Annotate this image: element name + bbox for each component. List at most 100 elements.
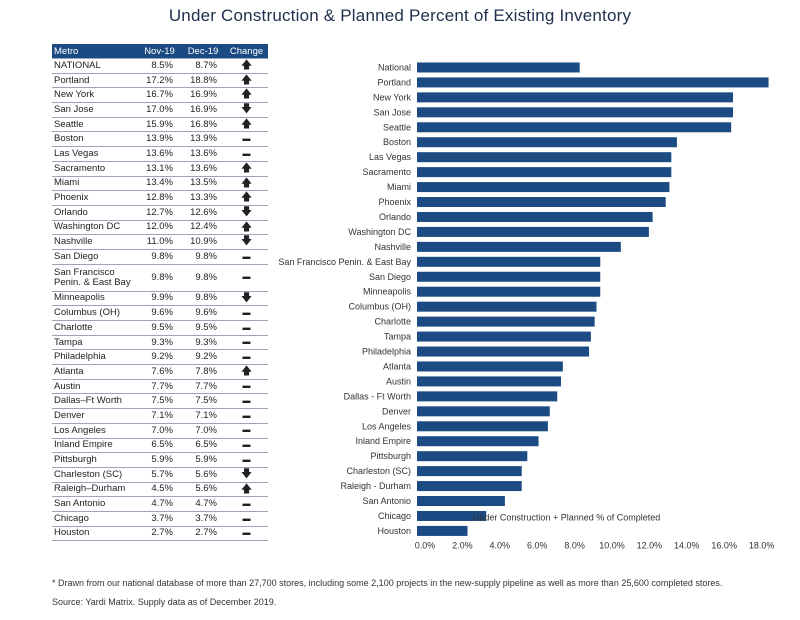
dec-cell: 9.2% [181,349,225,365]
nov-cell: 9.2% [138,349,181,365]
bar [417,152,672,163]
nov-cell: 2.7% [138,525,181,542]
nov-cell: 16.7% [138,87,181,103]
category-label: Las Vegas [369,152,412,162]
metro-cell: San Jose [52,102,138,118]
table-row: Pittsburgh 5.9% 5.9% ▬ [52,452,268,468]
category-label: Miami [387,182,411,192]
nov-cell: 9.8% [138,248,181,265]
dec-cell: 9.3% [181,334,225,350]
bar [417,406,550,417]
table-header-row: Metro Nov-19 Dec-19 Change [52,44,268,59]
metro-cell: Inland Empire [52,437,138,453]
nov-cell: 13.1% [138,160,181,176]
dec-cell: 16.8% [181,116,225,132]
dash-icon: ▬ [225,131,268,147]
arrow-up-icon: 🡅 [225,219,268,235]
nov-cell: 17.2% [138,72,181,88]
dec-cell: 10.9% [181,234,225,250]
dec-cell: 7.5% [181,393,225,409]
dec-cell: 13.9% [181,131,225,147]
table-row: Portland 17.2% 18.8% 🡅 [52,72,268,88]
nov-cell: 3.7% [138,510,181,527]
metro-cell: NATIONAL [52,58,138,74]
x-tick-label: 8.0% [564,540,585,550]
metro-cell: Phoenix [52,190,138,206]
bar [417,182,670,193]
nov-cell: 4.7% [138,496,181,512]
nov-cell: 9.9% [138,290,181,306]
dash-icon: ▬ [225,437,268,453]
dec-cell: 13.5% [181,175,225,191]
metro-cell: Atlanta [52,364,138,380]
dash-icon: ▬ [225,378,268,394]
dash-icon: ▬ [225,305,268,321]
metro-cell: San Francisco Penin. & East Bay [52,263,138,292]
table-row: Seattle 15.9% 16.8% 🡅 [52,116,268,132]
table-row: Houston 2.7% 2.7% ▬ [52,525,268,542]
metro-cell: Houston [52,525,138,542]
metro-cell: San Antonio [52,496,138,512]
x-tick-label: 6.0% [527,540,548,550]
dash-icon: ▬ [225,408,268,424]
x-tick-label: 18.0% [749,540,775,550]
table-row: Minneapolis 9.9% 9.8% 🡇 [52,290,268,306]
dec-cell: 12.6% [181,204,225,221]
table-row: San Francisco Penin. & East Bay 9.8% 9.8% ▬ [52,263,268,292]
dec-cell: 7.0% [181,422,225,438]
metro-cell: Chicago [52,510,138,527]
category-label: Los Angeles [362,421,412,431]
header-nov: Nov-19 [138,44,181,59]
category-label: Portland [377,77,411,87]
bar [417,241,621,252]
metro-cell: Charlotte [52,320,138,336]
bar [417,451,528,462]
table-row: San Jose 17.0% 16.9% 🡇 [52,102,268,118]
dash-icon: ▬ [225,248,268,265]
bar [417,92,734,103]
nov-cell: 5.9% [138,452,181,468]
bar [417,436,539,447]
x-tick-label: 2.0% [452,540,473,550]
bar [417,346,590,357]
category-label: Boston [383,137,411,147]
dash-icon: ▬ [225,349,268,365]
metro-table: Metro Nov-19 Dec-19 Change NATIONAL 8.5% 8… [52,44,268,542]
table-row: Boston 13.9% 13.9% ▬ [52,131,268,147]
arrow-up-icon: 🡅 [225,58,268,74]
table-row: Atlanta 7.6% 7.8% 🡅 [52,364,268,380]
header-change: Change [225,44,268,59]
metro-cell: Sacramento [52,160,138,176]
bar [417,211,653,222]
bar [417,122,732,133]
bar [417,331,591,342]
arrow-up-icon: 🡅 [225,175,268,191]
category-label: Atlanta [383,361,411,371]
bar [417,62,580,73]
x-tick-label: 10.0% [599,540,625,550]
metro-cell: Charleston (SC) [52,466,138,483]
metro-cell: Washington DC [52,219,138,235]
dec-cell: 7.7% [181,378,225,394]
bar [417,421,548,432]
metro-cell: Miami [52,175,138,191]
metro-cell: Seattle [52,116,138,132]
table-row: Charlotte 9.5% 9.5% ▬ [52,320,268,336]
dec-cell: 7.1% [181,408,225,424]
x-tick-label: 12.0% [637,540,663,550]
category-label: Columbus (OH) [348,302,411,312]
metro-cell: Tampa [52,334,138,350]
bar [417,525,468,536]
category-label: Inland Empire [355,436,411,446]
dash-icon: ▬ [225,334,268,350]
table-row: Phoenix 12.8% 13.3% 🡅 [52,190,268,206]
metro-cell: Columbus (OH) [52,305,138,321]
dec-cell: 5.9% [181,452,225,468]
bar [417,137,677,148]
x-tick-label: 16.0% [711,540,737,550]
table-row: Raleigh–Durham 4.5% 5.6% 🡅 [52,481,268,497]
dash-icon: ▬ [225,393,268,409]
table-row: Los Angeles 7.0% 7.0% ▬ [52,422,268,438]
dec-cell: 16.9% [181,87,225,103]
arrow-up-icon: 🡅 [225,160,268,176]
